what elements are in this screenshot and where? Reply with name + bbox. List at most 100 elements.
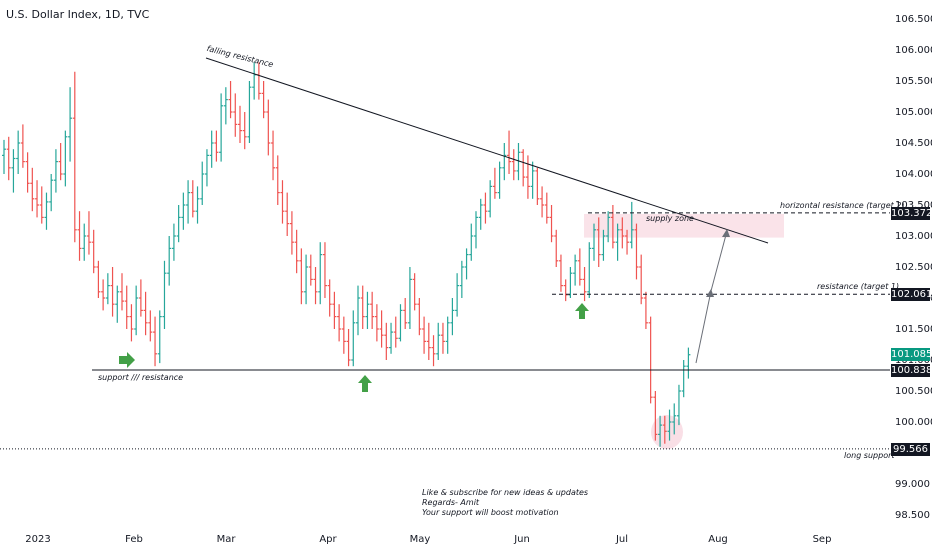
ohlc-bar [653, 391, 658, 441]
ohlc-bar [44, 192, 49, 230]
y-tick-label: 103.500 [895, 200, 932, 211]
ohlc-bar [341, 316, 346, 354]
ohlc-bar [280, 180, 285, 224]
ohlc-bar [16, 130, 21, 174]
ohlc-bar [582, 267, 587, 302]
horizontal-resistance-label: horizontal resistance (target 2) [780, 201, 905, 210]
ohlc-bar [440, 322, 445, 354]
ohlc-bar [606, 211, 611, 243]
ohlc-bar [422, 316, 427, 354]
ohlc-bar [162, 260, 167, 329]
ohlc-bar [667, 409, 672, 441]
ohlc-bar [233, 93, 238, 137]
ohlc-bar [39, 186, 44, 224]
y-tick-label: 105.000 [895, 107, 932, 118]
ohlc-bar [554, 229, 559, 267]
y-tick-label: 101.500 [895, 324, 932, 335]
chart-title: U.S. Dollar Index, 1D, TVC [6, 8, 150, 21]
footer-line-3: Your support will boost motivation [422, 508, 559, 517]
ohlc-bar [82, 223, 87, 261]
y-tick-label: 105.500 [895, 76, 932, 87]
y-tick-label: 102.500 [895, 262, 932, 273]
y-tick-label: 98.500 [895, 510, 930, 521]
ohlc-bar [587, 242, 592, 298]
ohlc-bar [610, 205, 615, 249]
ohlc-bar [445, 316, 450, 354]
ohlc-bar [573, 254, 578, 286]
ohlc-bar [313, 267, 318, 305]
ohlc-bar [247, 81, 252, 143]
y-tick-label: 104.000 [895, 169, 932, 180]
ohlc-bar [91, 229, 96, 274]
ohlc-bar [332, 291, 337, 329]
y-tick-label: 100.000 [895, 417, 932, 428]
ohlc-bar [101, 279, 106, 311]
price-label-last: 101.085 [891, 348, 932, 361]
y-tick-label: 104.500 [895, 138, 932, 149]
x-tick-label: Jun [513, 534, 530, 545]
ohlc-bar [294, 229, 299, 274]
ohlc-bar [153, 316, 158, 367]
footer-line-2: Regards- Amit [422, 498, 480, 507]
drawings-layer [0, 57, 890, 450]
x-axis-ticks: 2023 Feb Mar Apr May Jun Jul Aug Sep [25, 534, 831, 545]
ohlc-bar [351, 310, 356, 367]
y-tick-label: 106.500 [895, 14, 932, 25]
ohlc-bar [72, 71, 77, 243]
ohlc-bar [620, 217, 625, 249]
ohlc-bar [544, 192, 549, 224]
ohlc-bar [129, 304, 134, 342]
ohlc-bar [2, 139, 6, 174]
ohlc-bar [275, 155, 280, 205]
ohlc-bar [507, 130, 512, 174]
x-tick-label: Sep [813, 534, 832, 545]
ohlc-bar [365, 291, 370, 329]
ohlc-bar [634, 223, 639, 280]
ohlc-bar [214, 130, 219, 162]
x-tick-label: Jul [615, 534, 628, 545]
ohlc-bar [299, 248, 304, 305]
ohlc-bar [53, 149, 58, 193]
footer-note: Like & subscribe for new ideas & updates… [422, 488, 588, 518]
ohlc-bar [356, 285, 360, 336]
y-tick-label: 106.000 [895, 45, 932, 56]
ohlc-bar [629, 201, 634, 249]
ohlc-bar [110, 267, 115, 317]
bottom-highlight [651, 415, 683, 449]
ohlc-bar [455, 273, 460, 317]
ohlc-bar [639, 254, 644, 305]
ohlc-bar [568, 267, 573, 298]
ohlc-bar [49, 174, 54, 212]
ohlc-bar [436, 322, 441, 360]
ohlc-bar [658, 415, 663, 447]
ohlc-bar [540, 186, 545, 218]
ohlc-bar [530, 161, 535, 199]
ohlc-bar [511, 149, 516, 181]
price-label-target2: 103.372 [891, 207, 932, 220]
ohlc-bar [488, 180, 493, 218]
ohlc-bar [200, 161, 205, 205]
ohlc-bar [662, 415, 667, 444]
ohlc-bar [577, 248, 582, 286]
ohlc-bar [403, 298, 408, 329]
resistance-target1-label: resistance (target 1) [817, 282, 900, 291]
long-support-label: long support [844, 451, 895, 460]
ohlc-bar [563, 279, 568, 302]
ohlc-bar [30, 167, 35, 212]
ohlc-bar [68, 87, 73, 162]
ohlc-bar [643, 291, 648, 329]
ohlc-bar [20, 124, 25, 168]
ohlc-bar [370, 291, 375, 329]
ohlc-bar [195, 186, 200, 224]
ohlc-bar [407, 267, 412, 329]
price-label-target1: 102.061 [891, 288, 932, 301]
ohlc-bar [360, 285, 365, 329]
ohlc-bar [148, 310, 153, 342]
ohlc-bar [318, 242, 323, 305]
footer-line-1: Like & subscribe for new ideas & updates [422, 488, 589, 497]
ohlc-bar [393, 316, 398, 348]
ohlc-bar [105, 273, 110, 305]
ohlc-bar [469, 223, 474, 261]
ohlc-bar [497, 161, 502, 199]
projection-arrowhead [722, 229, 730, 237]
